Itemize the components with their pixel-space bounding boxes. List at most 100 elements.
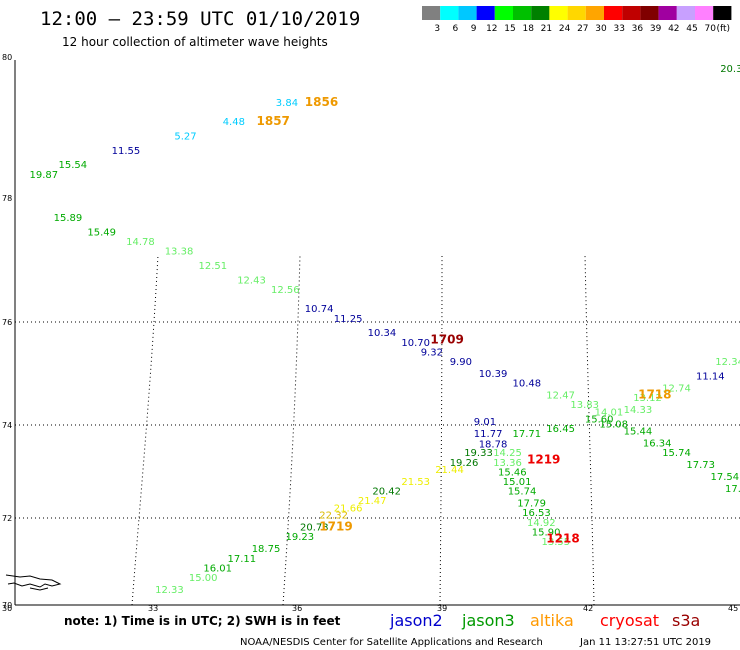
x-tick-label: 42	[583, 604, 593, 613]
legend-tick-label: 70	[704, 24, 716, 34]
swh-value: 5.27	[174, 131, 196, 142]
swh-value: 14.33	[624, 405, 653, 416]
satellite-label-jason3: jason3	[461, 611, 515, 630]
swh-value: 12.74	[662, 383, 691, 394]
pass-time-label: 1709	[430, 332, 463, 346]
pass-time-label: 1718	[638, 388, 671, 402]
swh-value: 12.51	[199, 261, 228, 272]
legend-tick-label: 21	[541, 24, 552, 34]
swh-value: 19.26	[450, 458, 479, 469]
swh-value: 4.48	[223, 117, 245, 128]
swh-value: 19.33	[464, 448, 493, 459]
swh-value: 15.89	[54, 213, 83, 224]
legend-swatch	[549, 6, 568, 20]
legend-tick-label: 6	[453, 24, 459, 34]
pass-time-label: 1857	[257, 114, 290, 128]
pass-time-label: 1218	[546, 532, 579, 546]
swh-value: 14.25	[493, 448, 522, 459]
legend-tick-label: 42	[668, 24, 679, 34]
legend-tick-label: 45	[686, 24, 697, 34]
swh-value: 3.84	[276, 98, 298, 109]
swh-value: 15.74	[508, 487, 537, 498]
swh-value: 15.49	[87, 227, 116, 238]
swh-value: 12.56	[271, 285, 300, 296]
swh-value: 15.01	[503, 477, 532, 488]
x-tick-label: 33	[148, 604, 158, 613]
legend-swatch	[440, 6, 459, 20]
swh-value: 21.47	[358, 496, 387, 507]
swh-value: 15.54	[59, 160, 88, 171]
swh-value: 22.32	[319, 511, 348, 522]
swh-value: 10.74	[305, 304, 334, 315]
legend-swatch	[531, 6, 550, 20]
swh-value: 20.30	[720, 64, 740, 75]
swh-value: 17.54	[711, 472, 740, 483]
swh-value: 14.92	[527, 518, 556, 529]
y-tick-label: 80	[2, 53, 12, 62]
swh-value: 18.78	[479, 440, 508, 451]
legend-swatch	[695, 6, 714, 20]
x-tick-label: 45	[728, 604, 738, 613]
swh-value: 20.73	[300, 523, 329, 534]
swh-value: 16.45	[546, 424, 575, 435]
timestamp-text: Jan 11 13:27:51 UTC 2019	[579, 637, 711, 648]
swh-value: 9.90	[450, 357, 472, 368]
legend-tick-label: 24	[559, 24, 571, 34]
legend-tick-label: 18	[522, 24, 534, 34]
pass-time-label: 1719	[319, 520, 352, 534]
y-tick-label: 74	[2, 421, 12, 430]
swh-value: 9.32	[421, 347, 443, 358]
y-tick-label: 70	[2, 601, 12, 610]
swh-value: 19.87	[30, 170, 59, 181]
y-tick-label: 72	[2, 514, 12, 523]
satellite-label-jason2: jason2	[389, 611, 443, 630]
swh-value: 21.53	[401, 477, 430, 488]
map-subtitle: 12 hour collection of altimeter wave hei…	[62, 35, 328, 49]
legend-tick-label: 33	[613, 24, 624, 34]
grid-line-lon-36	[282, 254, 301, 606]
swh-value: 13.83	[570, 400, 599, 411]
swh-value: 12.34	[715, 357, 740, 368]
y-tick-label: 78	[2, 194, 12, 203]
color-legend: 3 6 9 12 15 18 21 24 27 30 33 36 39 42 45 70 (ft)	[422, 6, 732, 34]
swh-value: 10.70	[401, 338, 430, 349]
legend-tick-label: 39	[650, 24, 662, 34]
swh-value: 16.53	[522, 508, 551, 519]
swh-value: 16.01	[203, 563, 232, 574]
swh-value: 15.44	[624, 427, 653, 438]
credit-text: NOAA/NESDIS Center for Satellite Applica…	[240, 637, 543, 648]
swh-value: 17.25	[725, 484, 740, 495]
pass-time-labels: 185618571709171812191719121815	[257, 95, 672, 546]
swh-value: 9.01	[474, 417, 496, 428]
legend-swatch	[476, 6, 495, 20]
legend-swatch	[422, 6, 441, 20]
legend-swatch	[676, 6, 695, 20]
legend-tick-label: 9	[471, 24, 477, 34]
x-tick-label: 36	[292, 604, 302, 613]
swh-value: 15.60	[585, 415, 614, 426]
swh-value: 13.12	[633, 393, 662, 404]
legend-swatch	[604, 6, 623, 20]
x-tick-label: 30	[2, 604, 12, 613]
coastline	[5, 574, 62, 591]
swh-value: 15.46	[498, 467, 527, 478]
swh-value: 12.33	[155, 585, 184, 596]
legend-swatch	[640, 6, 659, 20]
legend-tick-label: 12	[486, 24, 497, 34]
x-tick-label: 39	[437, 604, 447, 613]
legend-swatch	[713, 6, 732, 20]
swh-value: 14.78	[126, 237, 155, 248]
legend-tick-label: 3	[434, 24, 440, 34]
swh-value: 11.14	[696, 371, 725, 382]
grid-line-lon-39	[439, 254, 443, 606]
swh-value: 11.77	[474, 429, 503, 440]
swh-value: 10.34	[368, 328, 397, 339]
swh-value: 12.43	[237, 275, 266, 286]
grid-line-lon-33	[131, 254, 159, 606]
graticule	[15, 254, 740, 606]
legend-swatch	[622, 6, 641, 20]
note-text: note: 1) Time is in UTC; 2) SWH is in fe…	[64, 614, 341, 628]
satellite-label-s3a: s3a	[672, 611, 700, 630]
